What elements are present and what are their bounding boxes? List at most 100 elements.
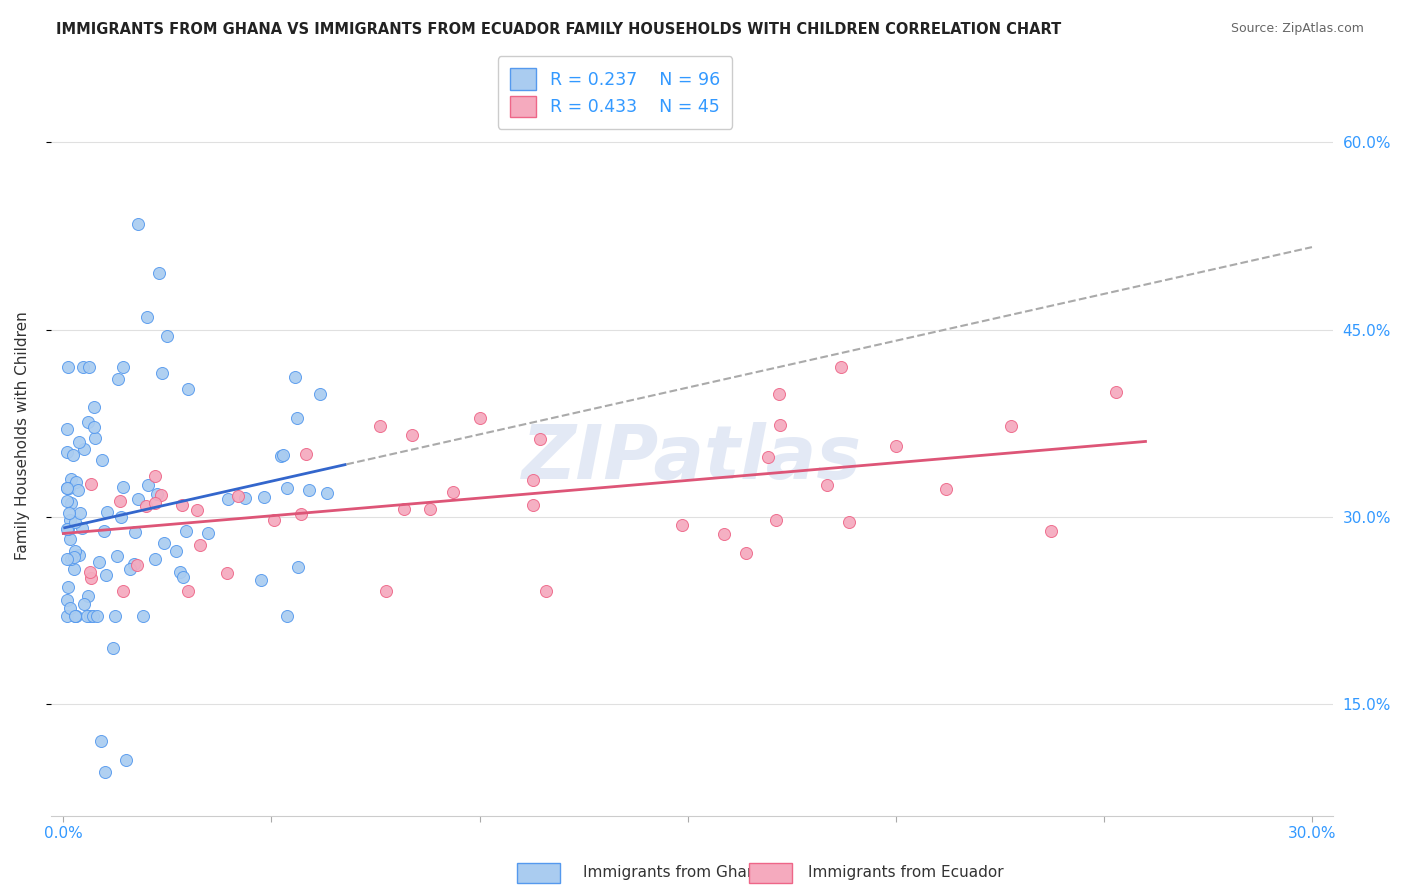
Point (111, 359, 134, 374)
Point (63, 549, 86, 564)
Point (226, 489, 249, 503)
Point (441, 485, 464, 500)
Point (135, 500, 157, 514)
Point (886, 439, 908, 453)
Point (103, 609, 125, 624)
Point (135, 310, 157, 324)
Point (59, 533, 82, 547)
Point (284, 369, 307, 384)
Point (73, 597, 96, 611)
Point (56, 481, 79, 495)
Point (125, 558, 148, 573)
Point (67, 434, 90, 449)
Point (93, 524, 115, 538)
Point (58, 600, 80, 615)
Point (249, 573, 271, 587)
Point (769, 417, 792, 432)
Point (734, 546, 756, 560)
Point (80, 477, 103, 491)
Text: Immigrants from Ecuador: Immigrants from Ecuador (808, 865, 1004, 880)
Point (63, 609, 86, 624)
Point (217, 491, 239, 506)
Point (114, 753, 136, 767)
Point (56, 359, 79, 374)
Point (59, 513, 82, 527)
Point (295, 447, 318, 461)
Point (58, 481, 80, 495)
Point (156, 328, 179, 343)
Point (401, 428, 423, 442)
Point (90, 734, 112, 748)
Point (60, 496, 83, 510)
Point (112, 584, 135, 599)
Point (72, 359, 94, 374)
Point (94, 765, 117, 780)
Point (370, 418, 392, 433)
Point (148, 266, 170, 280)
Point (80, 571, 103, 585)
Text: Source: ZipAtlas.com: Source: ZipAtlas.com (1230, 22, 1364, 36)
Point (96, 505, 118, 519)
Point (79, 609, 101, 624)
Point (56, 552, 79, 566)
Point (56, 444, 79, 458)
Point (72, 442, 94, 456)
Text: ZIPatlas: ZIPatlas (522, 422, 862, 495)
Point (56, 522, 79, 536)
Point (83, 431, 105, 445)
Point (132, 609, 155, 624)
Point (112, 481, 135, 495)
Point (77, 415, 100, 429)
Point (287, 559, 309, 574)
Point (65, 475, 87, 489)
Point (62, 448, 84, 462)
Point (1105, 384, 1128, 399)
Text: Immigrants from Ghana: Immigrants from Ghana (583, 865, 766, 880)
Point (127, 491, 149, 506)
Point (215, 566, 238, 580)
Point (176, 382, 198, 396)
Point (67, 549, 90, 563)
Legend: R = 0.237    N = 96, R = 0.433    N = 45: R = 0.237 N = 96, R = 0.433 N = 45 (498, 56, 733, 129)
Point (103, 640, 125, 655)
Point (1000, 419, 1022, 434)
Point (935, 482, 957, 496)
Point (419, 502, 441, 516)
Point (1040, 524, 1063, 538)
Point (56, 422, 79, 436)
Point (315, 486, 337, 500)
Point (79, 359, 101, 374)
Point (271, 448, 294, 462)
Point (276, 481, 298, 495)
Point (522, 473, 544, 487)
Point (172, 570, 194, 584)
Point (263, 513, 285, 527)
Point (287, 411, 309, 425)
Point (66, 483, 89, 497)
Point (145, 486, 167, 500)
Point (197, 526, 219, 541)
Point (165, 544, 187, 558)
Point (290, 507, 312, 521)
Point (136, 477, 159, 491)
Point (143, 496, 166, 510)
Point (90, 452, 112, 467)
Point (392, 501, 415, 516)
Point (149, 488, 172, 502)
Point (83, 419, 105, 434)
Point (83, 401, 105, 415)
Point (108, 494, 131, 508)
Point (107, 371, 129, 385)
Point (174, 524, 197, 538)
Point (758, 450, 780, 464)
Point (56, 481, 79, 495)
Point (838, 515, 860, 529)
Point (56, 609, 79, 624)
Point (58, 522, 80, 536)
Point (143, 552, 166, 566)
Point (468, 411, 491, 425)
Point (58, 580, 80, 594)
Point (70, 521, 93, 535)
Point (534, 584, 557, 599)
Point (270, 449, 292, 463)
